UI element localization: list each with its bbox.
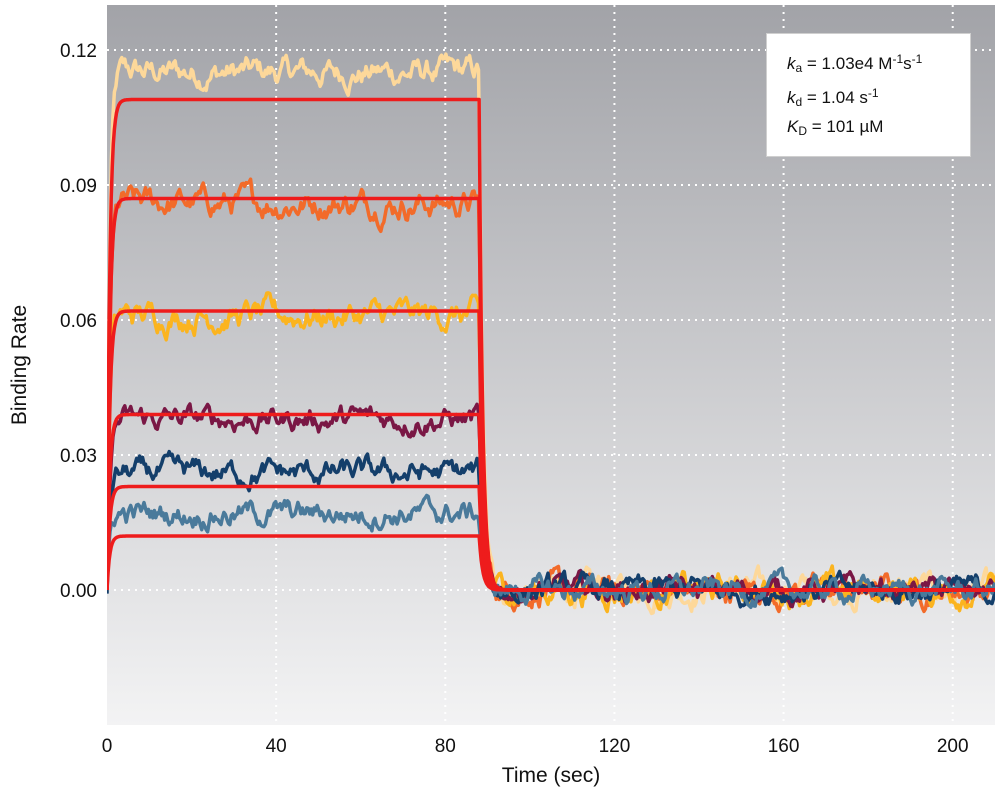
y-tick-label: 0.06 xyxy=(60,311,97,332)
x-tick-label: 0 xyxy=(102,736,113,757)
ka-row: ka = 1.03e4 M-1s-1 xyxy=(787,52,923,75)
kinetics-annotation-box: ka = 1.03e4 M-1s-1 kd = 1.04 s-1 KD = 10… xyxy=(766,33,971,157)
x-tick-label: 40 xyxy=(266,736,287,757)
x-tick-label: 120 xyxy=(599,736,631,757)
x-axis-label: Time (sec) xyxy=(502,764,600,787)
y-axis-label: Binding Rate xyxy=(8,305,31,425)
data-series-line xyxy=(107,493,995,610)
fit-curves xyxy=(107,97,995,592)
y-tick-label: 0.12 xyxy=(60,41,97,62)
tick-labels: 0 40 80 120 160 200 0.00 0.03 0.06 0.09 0.12 xyxy=(60,41,969,757)
y-tick-label: 0.09 xyxy=(60,176,97,197)
x-tick-label: 160 xyxy=(768,736,800,757)
x-tick-label: 80 xyxy=(435,736,456,757)
fit-curve xyxy=(107,534,995,592)
kd-row: kd = 1.04 s-1 xyxy=(787,86,879,109)
y-tick-label: 0.00 xyxy=(60,581,97,602)
KD-row: KD = 101 µM xyxy=(787,117,884,138)
y-tick-label: 0.03 xyxy=(60,446,97,467)
x-tick-label: 200 xyxy=(937,736,969,757)
